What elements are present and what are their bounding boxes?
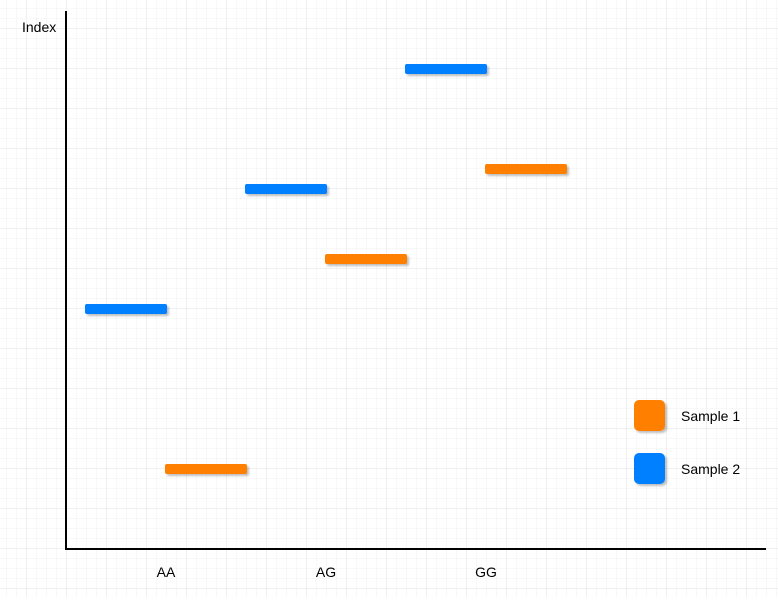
mean-bar [165,464,247,474]
legend-label: Sample 1 [681,408,740,424]
error-bar-AA-sample-1 [165,428,247,510]
error-bar-AG-sample-1 [325,208,407,310]
error-bar-GG-sample-2 [405,28,487,110]
legend: Sample 1 Sample 2 [634,400,740,484]
x-tick-label: AA [157,564,176,580]
error-bar-AG-sample-2 [245,148,327,230]
y-axis-label: Index [22,19,56,35]
x-tick-label: AG [316,564,336,580]
mean-bar [325,254,407,264]
mean-bar [245,184,327,194]
error-bar-AA-sample-2 [85,268,167,350]
mean-bar [405,64,487,74]
mean-bar [485,164,567,174]
x-tick-label: GG [475,564,497,580]
legend-label: Sample 2 [681,461,740,477]
error-bar-GG-sample-1 [485,98,567,230]
legend-swatch [634,453,665,484]
legend-swatch [634,400,665,431]
mean-bar [85,304,167,314]
